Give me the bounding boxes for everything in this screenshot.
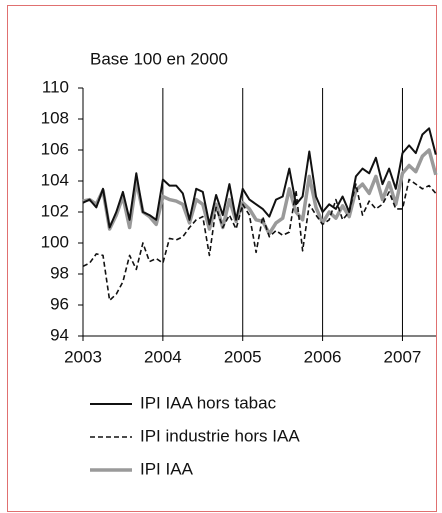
x-tick-label: 2004 <box>144 347 182 366</box>
y-tick-label: 94 <box>50 325 69 344</box>
legend-label: IPI IAA <box>140 459 194 478</box>
y-tick-label: 110 <box>42 77 69 96</box>
y-tick-label: 104 <box>41 170 69 189</box>
y-tick-label: 98 <box>50 263 69 282</box>
y-tick-label: 106 <box>41 139 69 158</box>
series-line <box>82 178 437 302</box>
y-tick-label: 96 <box>50 294 69 313</box>
y-tick-label: 108 <box>41 108 69 127</box>
legend-label: IPI IAA hors tabac <box>140 393 277 412</box>
frame <box>7 5 437 512</box>
y-tick-label: 102 <box>41 201 69 220</box>
series-line <box>82 127 437 229</box>
x-tick-label: 2007 <box>384 347 422 366</box>
series-line <box>82 148 438 236</box>
x-tick-label: 2005 <box>224 347 262 366</box>
chart-subtitle: Base 100 en 2000 <box>90 49 228 68</box>
x-tick-label: 2003 <box>64 347 102 366</box>
legend-label: IPI industrie hors IAA <box>140 426 300 445</box>
x-tick-label: 2006 <box>304 347 342 366</box>
y-tick-label: 100 <box>41 232 69 251</box>
